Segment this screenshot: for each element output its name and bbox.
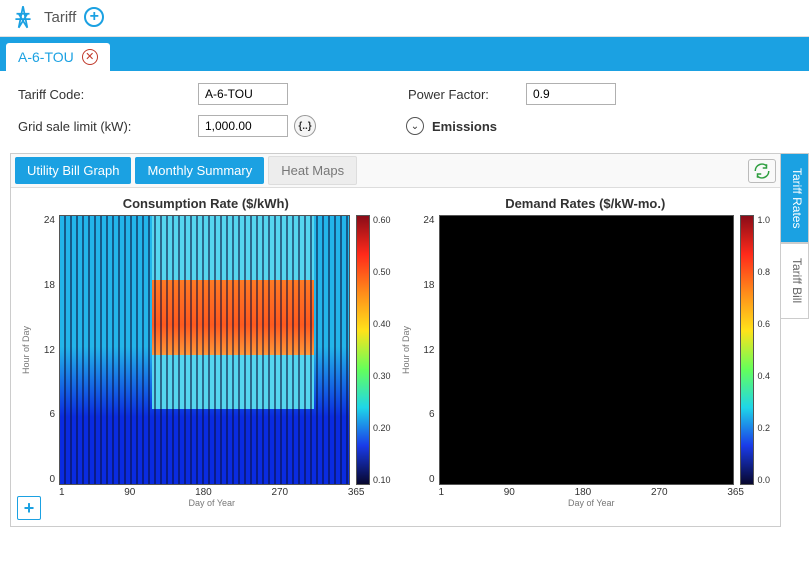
add-tariff-button[interactable]: + [84,7,104,27]
chart2-y-label: Hour of Day [401,215,415,485]
tower-icon [10,4,36,30]
consumption-chart: Consumption Rate ($/kWh) Hour of Day 24 … [21,196,391,508]
expression-button[interactable]: {..} [294,115,316,137]
refresh-button[interactable] [748,159,776,183]
tab-label: A-6-TOU [18,49,74,65]
content-wrap: Utility Bill Graph Monthly Summary Heat … [0,153,809,537]
power-factor-input[interactable] [526,83,616,105]
tab-utility-bill-graph[interactable]: Utility Bill Graph [15,157,131,184]
form-area: Tariff Code: Power Factor: Grid sale lim… [0,71,809,153]
document-tabstrip: A-6-TOU ✕ [0,37,809,71]
chart1-colorbar [356,215,370,485]
app-header: Tariff + [0,0,809,37]
tariff-code-label: Tariff Code: [18,87,198,102]
emissions-expand-button[interactable]: ⌄ [406,117,424,135]
chart2-colorbar-ticks: 1.0 0.8 0.6 0.4 0.2 0.0 [757,215,770,485]
side-tab-tariff-rates[interactable]: Tariff Rates [781,153,809,243]
grid-sale-label: Grid sale limit (kW): [18,119,198,134]
main-panel: Utility Bill Graph Monthly Summary Heat … [10,153,781,527]
tab-a6tou[interactable]: A-6-TOU ✕ [6,43,110,71]
tab-heat-maps[interactable]: Heat Maps [268,156,357,185]
chart2-title: Demand Rates ($/kW-mo.) [401,196,771,211]
chart1-x-label: Day of Year [59,498,365,508]
chart1-x-axis: 1 90 180 270 365 [59,485,365,498]
charts-area: Consumption Rate ($/kWh) Hour of Day 24 … [11,188,780,526]
chart2-x-axis: 1 90 180 270 365 [439,485,745,498]
chart2-colorbar [740,215,754,485]
header-title: Tariff [44,9,76,26]
side-tabs: Tariff Rates Tariff Bill [781,153,809,319]
chart2-y-axis: 24 18 12 6 0 [415,215,439,485]
power-factor-label: Power Factor: [408,87,518,102]
tariff-code-input[interactable] [198,83,288,105]
chart1-colorbar-ticks: 0.60 0.50 0.40 0.30 0.20 0.10 [373,215,391,485]
side-tab-tariff-bill[interactable]: Tariff Bill [781,243,809,318]
chart1-heatmap [59,215,350,485]
refresh-icon [753,162,771,180]
tab-monthly-summary[interactable]: Monthly Summary [135,157,264,184]
chart1-title: Consumption Rate ($/kWh) [21,196,391,211]
chart1-y-label: Hour of Day [21,215,35,485]
grid-sale-input[interactable] [198,115,288,137]
demand-chart: Demand Rates ($/kW-mo.) Hour of Day 24 1… [401,196,771,508]
add-chart-button[interactable]: + [17,496,41,520]
emissions-label: Emissions [432,119,497,134]
chart2-heatmap [439,215,735,485]
close-tab-button[interactable]: ✕ [82,49,98,65]
chart1-y-axis: 24 18 12 6 0 [35,215,59,485]
inner-tabs: Utility Bill Graph Monthly Summary Heat … [11,154,780,188]
chart2-x-label: Day of Year [439,498,745,508]
